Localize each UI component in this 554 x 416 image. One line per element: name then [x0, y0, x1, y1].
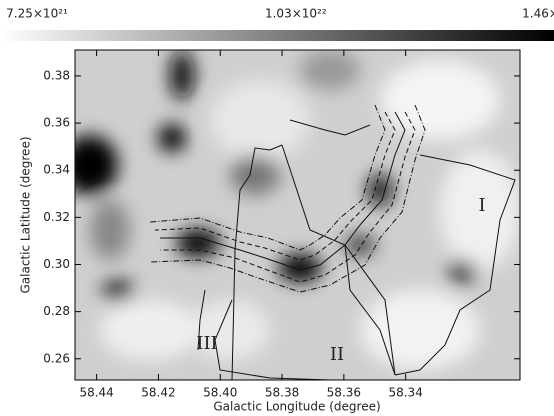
y-tick-label: 0.34 [43, 163, 70, 177]
colorbar-tick-label: 1.03×10²² [265, 7, 327, 21]
y-tick-label: 0.26 [43, 351, 70, 365]
y-tick-label: 0.30 [43, 257, 70, 271]
colorbar-tick-label: 1.46×10²² [522, 7, 554, 21]
colorbar [0, 30, 554, 41]
x-tick-label: 58.44 [79, 386, 113, 400]
y-axis-label: Galactic Latitude (degree) [19, 136, 33, 293]
y-tick-label: 0.36 [43, 116, 70, 130]
x-tick-label: 58.42 [141, 386, 175, 400]
y-tick-label: 0.28 [43, 304, 70, 318]
map-image [75, 50, 520, 380]
y-tick-label: 0.38 [43, 68, 70, 82]
x-tick-label: 58.38 [265, 386, 299, 400]
region-label: I [478, 195, 485, 216]
x-tick-label: 58.40 [203, 386, 237, 400]
x-axis-label: Galactic Longitude (degree) [213, 400, 380, 414]
colorbar-tick-label: 7.25×10²¹ [6, 7, 68, 21]
plot-frame [74, 49, 521, 381]
x-tick-label: 58.36 [327, 386, 361, 400]
y-tick-label: 0.32 [43, 210, 70, 224]
region-label: III [196, 333, 217, 354]
x-tick-label: 58.34 [388, 386, 422, 400]
region-label: II [330, 344, 344, 365]
